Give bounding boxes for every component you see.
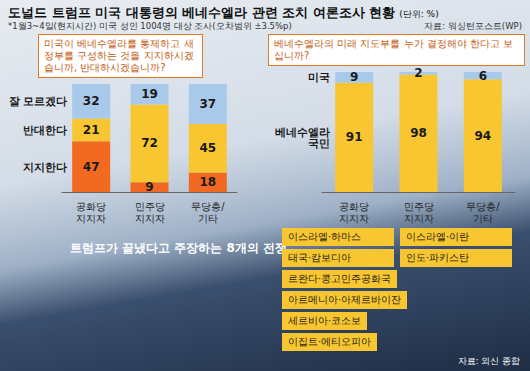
svg-text:47: 47 — [83, 160, 100, 174]
svg-text:지지한다: 지지한다 — [22, 161, 67, 173]
svg-text:2: 2 — [414, 66, 422, 80]
svg-text:국민: 국민 — [308, 137, 330, 149]
svg-text:지지자: 지지자 — [339, 213, 369, 224]
svg-text:지지자: 지지자 — [76, 213, 106, 224]
svg-text:공화당: 공화당 — [339, 201, 369, 212]
svg-text:무당층/: 무당층/ — [191, 201, 225, 212]
html-text:이스라엘·이란: 이스라엘·이란 — [406, 231, 470, 242]
html-text:세르비아·코소보: 세르비아·코소보 — [288, 315, 362, 326]
svg-text:기타: 기타 — [473, 213, 493, 224]
html-text:자료: 워싱턴포스트(WP): 자료: 워싱턴포스트(WP) — [424, 21, 522, 31]
svg-text:9: 9 — [350, 70, 358, 84]
html-text:이스라엘·하마스: 이스라엘·하마스 — [288, 231, 362, 242]
svg-text:37: 37 — [199, 97, 216, 111]
svg-text:기타: 기타 — [198, 213, 218, 224]
html-text:아르메니아·아제르바이잔: 아르메니아·아제르바이잔 — [288, 294, 402, 305]
html-text:베네수엘라의 미래 지도부를 누가 결정해야 한다고 보십니: 베네수엘라의 미래 지도부를 누가 결정해야 한다고 보십니까? — [274, 38, 514, 61]
svg-text:공화당: 공화당 — [76, 201, 106, 212]
svg-text:무당층/: 무당층/ — [466, 201, 500, 212]
html-text:미국이 베네수엘라를 통제하고 새 정부를 구성하는 것을: 미국이 베네수엘라를 통제하고 새 정부를 구성하는 것을 지지하시겠습니까, … — [44, 38, 194, 73]
svg-text:19: 19 — [141, 87, 158, 101]
svg-text:지지자: 지지자 — [135, 213, 165, 224]
svg-text:지지자: 지지자 — [404, 213, 434, 224]
svg-text:72: 72 — [141, 136, 158, 150]
svg-text:98: 98 — [410, 126, 427, 140]
svg-text:32: 32 — [83, 94, 100, 108]
svg-text:94: 94 — [474, 129, 491, 143]
html-text:*1월3~4일(현지시간) 미국 성인 1004명 대상 조: *1월3~4일(현지시간) 미국 성인 1004명 대상 조사(오차범위 ±3.… — [8, 21, 292, 31]
svg-text:9: 9 — [145, 180, 153, 194]
svg-text:잘 모르겠다: 잘 모르겠다 — [9, 95, 68, 107]
html-text:태국·캄보디아: 태국·캄보디아 — [288, 252, 352, 263]
svg-text:미국: 미국 — [308, 71, 330, 83]
html-text:트럼프가 끝냈다고 주장하는 8개의 전쟁: 트럼프가 끝냈다고 주장하는 8개의 전쟁 — [70, 241, 288, 255]
html-text:르완다·콩고민주공화국: 르완다·콩고민주공화국 — [288, 273, 392, 284]
svg-text:45: 45 — [199, 141, 216, 155]
svg-text:베네수엘라: 베네수엘라 — [275, 125, 331, 138]
svg-text:91: 91 — [346, 130, 363, 144]
svg-text:18: 18 — [199, 175, 216, 189]
html-text:이집트·에티오피아: 이집트·에티오피아 — [288, 336, 372, 347]
html-text:자료: 외신 종합: 자료: 외신 종합 — [457, 356, 520, 366]
html-text:도널드 트럼프 미국 대통령의 베네수엘라 관련 조치 여론: 도널드 트럼프 미국 대통령의 베네수엘라 관련 조치 여론조사 현황 (단위:… — [8, 5, 439, 20]
html-text:인도·파키스탄: 인도·파키스탄 — [406, 252, 470, 263]
svg-text:민주당: 민주당 — [404, 201, 434, 212]
svg-text:21: 21 — [83, 123, 100, 137]
svg-text:민주당: 민주당 — [135, 201, 165, 212]
svg-text:반대한다: 반대한다 — [23, 124, 67, 136]
svg-text:6: 6 — [479, 69, 487, 83]
